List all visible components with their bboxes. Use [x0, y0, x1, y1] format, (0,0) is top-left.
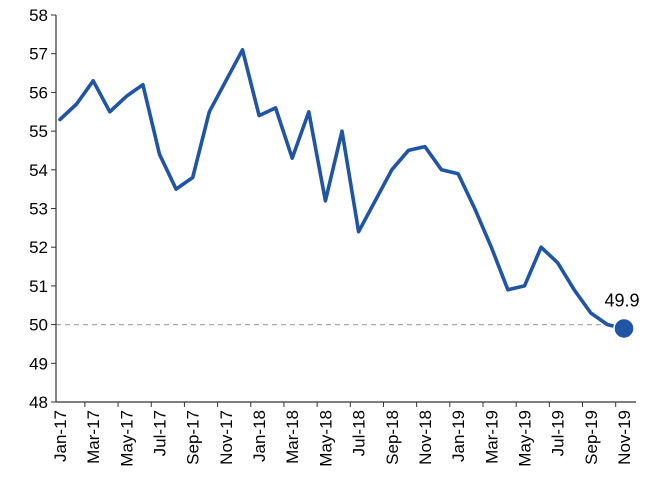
x-tick-label: Jul-19 — [549, 410, 568, 456]
y-tick-label: 54 — [29, 161, 48, 180]
x-tick-label: Nov-19 — [615, 410, 634, 465]
x-tick-labels: Jan-17 Mar-17 May-17 Jul-17 Sep-17 Nov-17 Jan-… — [51, 410, 634, 467]
axes-layer — [51, 14, 636, 407]
x-tick-label: Nov-17 — [217, 410, 236, 465]
y-tick-label: 57 — [29, 45, 48, 64]
x-tick-label: Sep-17 — [184, 410, 203, 465]
x-tick-label: Mar-17 — [84, 410, 103, 464]
y-tick-label: 50 — [29, 316, 48, 335]
y-tick-label: 52 — [29, 238, 48, 257]
x-tick-label: May-18 — [316, 410, 335, 467]
highlight-value-label: 49.9 — [604, 290, 639, 310]
y-tick-label: 51 — [29, 277, 48, 296]
x-tick-label: Jan-18 — [250, 410, 269, 462]
series-layer — [58, 47, 626, 331]
x-tick-label: Mar-18 — [283, 410, 302, 464]
y-tick-label: 48 — [29, 393, 48, 412]
annotation-layer: 49.9 — [604, 290, 640, 340]
y-tick-labels: 48 49 50 51 52 53 54 55 56 57 58 — [29, 6, 48, 412]
x-tick-label: Jul-18 — [350, 410, 369, 456]
y-tick-label: 49 — [29, 354, 48, 373]
y-tick-label: 56 — [29, 83, 48, 102]
x-tick-label: Jul-17 — [151, 410, 170, 456]
x-tick-label: Sep-19 — [582, 410, 601, 465]
x-tick-label: Mar-19 — [482, 410, 501, 464]
x-tick-label: Nov-18 — [416, 410, 435, 465]
x-tick-label: Sep-18 — [383, 410, 402, 465]
x-tick-label: Jan-19 — [449, 410, 468, 462]
x-tick-label: Jan-17 — [51, 410, 70, 462]
x-tick-label: May-19 — [515, 410, 534, 467]
y-tick-label: 53 — [29, 200, 48, 219]
x-tick-label: May-17 — [117, 410, 136, 467]
y-tick-label: 55 — [29, 122, 48, 141]
y-tick-label: 58 — [29, 6, 48, 25]
series-line — [58, 47, 626, 331]
highlight-point-marker — [613, 317, 635, 340]
